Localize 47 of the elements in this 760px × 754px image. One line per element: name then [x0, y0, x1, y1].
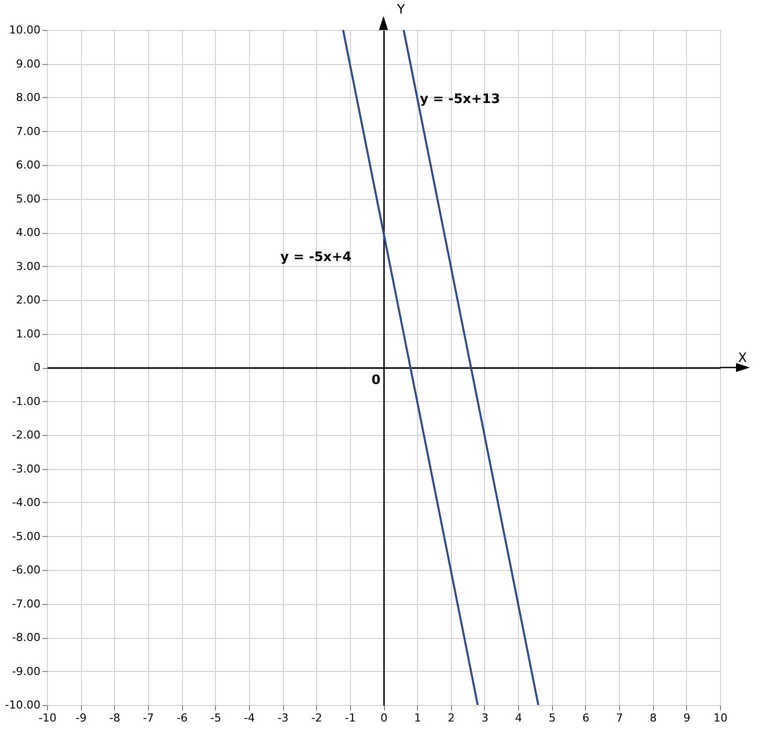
y-tick-label: 2.00: [16, 294, 40, 306]
x-tick-label: 7: [616, 712, 624, 724]
x-tick-label: -5: [210, 712, 222, 724]
x-tick-label: 2: [448, 712, 455, 724]
x-tick-label: -2: [311, 712, 322, 724]
y-tick-label: 7.00: [16, 124, 40, 138]
y-tick-label: -6.00: [12, 564, 40, 576]
y-tick-label: 4.00: [16, 226, 40, 239]
y-tick-label: -3.00: [12, 462, 40, 476]
y-tick-label: -4.00: [12, 496, 40, 509]
y-tick-label: -10.00: [5, 698, 40, 712]
y-tick-label: 5.00: [16, 192, 40, 206]
y-tick-label: 10.00: [9, 24, 40, 36]
x-tick-label: 3: [481, 712, 488, 724]
x-tick-label: 6: [582, 712, 590, 724]
x-tick-label: -9: [76, 712, 87, 724]
x-tick-label: -7: [142, 712, 154, 724]
x-tick-label: 10: [714, 712, 728, 724]
x-tick-label: -4: [244, 712, 255, 724]
x-tick-label: 9: [683, 712, 690, 724]
x-tick-label: -3: [278, 712, 289, 724]
y-tick-label: -1.00: [12, 394, 40, 408]
x-tick-label: 4: [515, 712, 522, 724]
x-tick-label: -10: [38, 712, 56, 724]
y-tick-label: -7.00: [12, 597, 40, 610]
x-axis-title: X: [738, 351, 748, 366]
y-tick-label: 9.00: [16, 57, 40, 70]
y-tick-label: 1.00: [16, 327, 40, 340]
y-axis-title: Y: [396, 2, 406, 18]
x-tick-label: 0: [380, 712, 388, 724]
x-tick-label: -8: [109, 712, 120, 724]
y-tick-label: -5.00: [12, 530, 40, 543]
y-tick-label: -9.00: [12, 664, 40, 678]
y-tick-label: 8.00: [16, 91, 40, 104]
x-tick-label: 8: [650, 712, 657, 724]
x-tick-label: 1: [414, 712, 422, 724]
y-tick-label: -8.00: [12, 631, 40, 644]
y-tick-label: 6.00: [16, 158, 40, 172]
y-tick-label: -2.00: [12, 428, 40, 442]
annotation: 0: [371, 373, 381, 388]
y-tick-label: 0: [34, 361, 40, 374]
x-tick-label: 5: [548, 712, 556, 724]
x-tick-label: -6: [176, 712, 188, 724]
y-tick-label: 3.00: [16, 260, 40, 273]
series-label: y = -5x+13: [420, 92, 500, 107]
text: y = -5x+4: [280, 250, 352, 265]
x-tick-label: -1: [344, 712, 356, 724]
